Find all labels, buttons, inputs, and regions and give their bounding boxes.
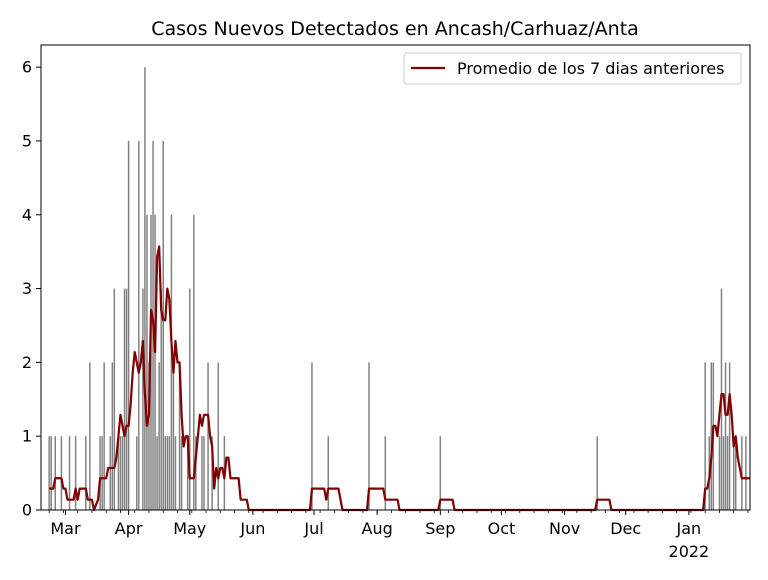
bar [109,436,112,510]
legend: Promedio de los 7 dias anteriores [403,52,742,85]
x-tick-label: Mar [50,519,81,538]
bar [60,436,63,510]
y-tick-label: 5 [22,131,32,150]
bar [113,288,116,510]
bar [48,436,50,510]
y-tick-label: 0 [22,501,32,520]
bar [186,436,189,510]
bar [144,67,146,510]
bar [188,288,191,510]
bar [193,214,195,510]
x-tick-year-label: 2022 [669,542,710,561]
bars-layer [48,67,747,510]
bar [168,436,171,510]
bar [596,436,598,510]
bar [203,436,205,510]
bar [704,362,706,510]
axes-layer: 0 1 2 3 4 5 6 Mar Apr May Jun Jul Aug Sep Oct Nov Dec Jan… [22,44,751,561]
bar [311,362,313,510]
bar [158,362,160,510]
bar [156,436,158,510]
y-tick-label: 1 [22,427,32,446]
bar [439,436,442,510]
bar [85,436,87,510]
bar [211,436,213,510]
bar [178,362,181,510]
bar [172,362,175,510]
plot-frame [40,44,751,511]
bar [136,436,138,510]
legend-label: Promedio de los 7 dias anteriores [457,59,724,78]
bar [103,362,105,510]
bar [99,436,101,510]
bar [745,436,747,510]
x-tick-label: May [173,519,206,538]
x-tick-label: Apr [115,519,143,538]
bar [68,436,71,510]
bar [718,436,721,510]
bar [125,288,128,510]
bar [710,362,713,510]
x-tick-label: Aug [362,519,393,538]
bar [148,362,150,510]
bar [164,436,167,510]
bar [117,436,120,510]
bar [162,140,164,510]
x-tick-label: Dec [610,519,641,538]
x-tick-label: Jun [239,519,265,538]
bar [732,436,735,510]
x-tick-label: Jan [676,519,702,538]
bar [207,362,209,510]
bar [146,214,148,510]
bar [195,436,197,510]
bar [127,140,130,510]
x-tick-label: Sep [425,519,455,538]
bar [54,436,56,510]
y-tick-label: 4 [22,205,32,224]
bar [722,436,725,510]
bar [138,140,140,510]
bar [123,288,126,510]
x-tick-label: Nov [549,519,580,538]
bar [174,436,177,510]
bar [154,214,156,510]
bar [728,362,731,510]
legend-box [403,52,742,85]
y-tick-label: 6 [22,58,32,77]
bar [726,436,729,510]
bar [327,436,329,510]
y-tick-label: 2 [22,353,32,372]
bar [121,436,124,510]
bar [89,362,91,510]
bar [101,436,103,510]
bar [217,362,219,510]
x-tick-label: Oct [488,519,516,538]
bar [111,362,114,510]
bar [180,436,183,510]
bar [50,436,52,510]
y-tick-label: 3 [22,279,32,298]
x-tick-label: Jul [303,519,323,538]
chart-title: Casos Nuevos Detectados en Ancash/Carhua… [151,18,639,40]
bar [142,288,144,510]
bar [384,436,387,510]
bar [735,436,737,510]
bar [368,362,370,510]
bar [160,288,162,510]
bar [74,436,77,510]
bar [201,436,203,510]
bar [170,214,173,510]
bar [166,436,169,510]
bar [724,362,727,510]
bar [119,436,122,510]
